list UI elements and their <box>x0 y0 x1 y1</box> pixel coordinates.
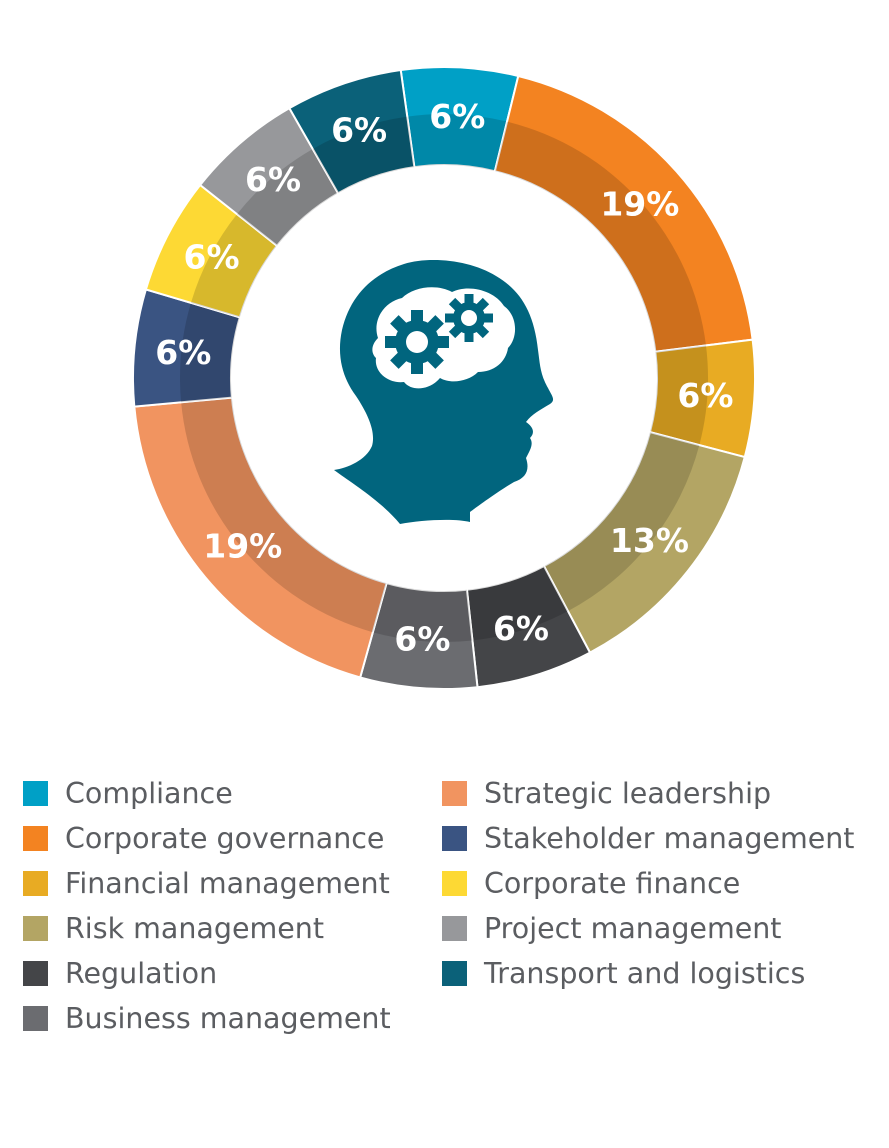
legend-label: Strategic leadership <box>484 776 772 810</box>
legend-swatch <box>442 870 467 896</box>
slice-label: 6% <box>331 111 387 150</box>
legend-swatch <box>23 825 48 851</box>
legend-label: Compliance <box>65 776 233 810</box>
slice-inner-band <box>543 432 700 612</box>
slice-label: 19% <box>600 184 679 223</box>
legend-item: Compliance <box>23 776 233 810</box>
legend-swatch <box>23 960 48 986</box>
slice-inner-band <box>494 121 706 352</box>
slice-label: 6% <box>394 620 450 659</box>
legend-label: Corporate governance <box>65 821 385 855</box>
slice-label: 6% <box>183 238 239 277</box>
donut-chart: 6%19%6%13%6%6%19%6%6%6%6% <box>132 66 756 690</box>
slice-inner-band <box>237 148 339 246</box>
legend-swatch <box>442 825 467 851</box>
legend-swatch <box>23 1005 48 1031</box>
slice-transport-and-logistics <box>287 68 416 195</box>
legend-item: Corporate governance <box>23 821 385 855</box>
slice-label: 6% <box>429 97 485 136</box>
legend-swatch <box>442 915 467 941</box>
legend-label: Business management <box>65 1001 391 1035</box>
head-with-gears-icon <box>334 260 554 524</box>
slice-inner-band <box>650 345 708 446</box>
legend-label: Corporate finance <box>484 866 741 900</box>
legend-swatch <box>23 870 48 896</box>
slice-label: 13% <box>610 521 689 560</box>
legend-swatch <box>23 915 48 941</box>
legend-item: Stakeholder management <box>442 821 855 855</box>
legend-swatch <box>442 960 467 986</box>
slice-label: 19% <box>203 526 282 565</box>
legend-item: Strategic leadership <box>442 776 772 810</box>
legend-label: Regulation <box>65 956 218 990</box>
legend-label: Stakeholder management <box>484 821 855 855</box>
legend-label: Financial management <box>65 866 390 900</box>
slice-label: 6% <box>245 160 301 199</box>
slice-inner-band <box>407 114 508 172</box>
legend-item: Business management <box>23 1001 391 1035</box>
slice-inner-band <box>466 566 568 641</box>
legend-swatch <box>23 780 48 806</box>
slice-inner-band <box>190 214 277 318</box>
legend-item: Financial management <box>23 866 390 900</box>
slice-label: 6% <box>677 376 733 415</box>
slice-inner-band <box>180 302 240 403</box>
legend-item: Transport and logistics <box>442 956 806 990</box>
legend-item: Risk management <box>23 911 325 945</box>
slice-label: 6% <box>155 333 211 372</box>
legend-item: Regulation <box>23 956 218 990</box>
legend-label: Project management <box>484 911 782 945</box>
legend-item: Project management <box>442 911 782 945</box>
legend-label: Risk management <box>65 911 325 945</box>
legend-label: Transport and logistics <box>484 956 806 990</box>
slice-inner-band <box>312 116 415 194</box>
slice-inner-band <box>181 397 387 633</box>
legend-item: Corporate finance <box>442 866 741 900</box>
slice-label: 6% <box>493 609 549 648</box>
slice-inner-band <box>372 583 473 642</box>
legend-swatch <box>442 780 467 806</box>
